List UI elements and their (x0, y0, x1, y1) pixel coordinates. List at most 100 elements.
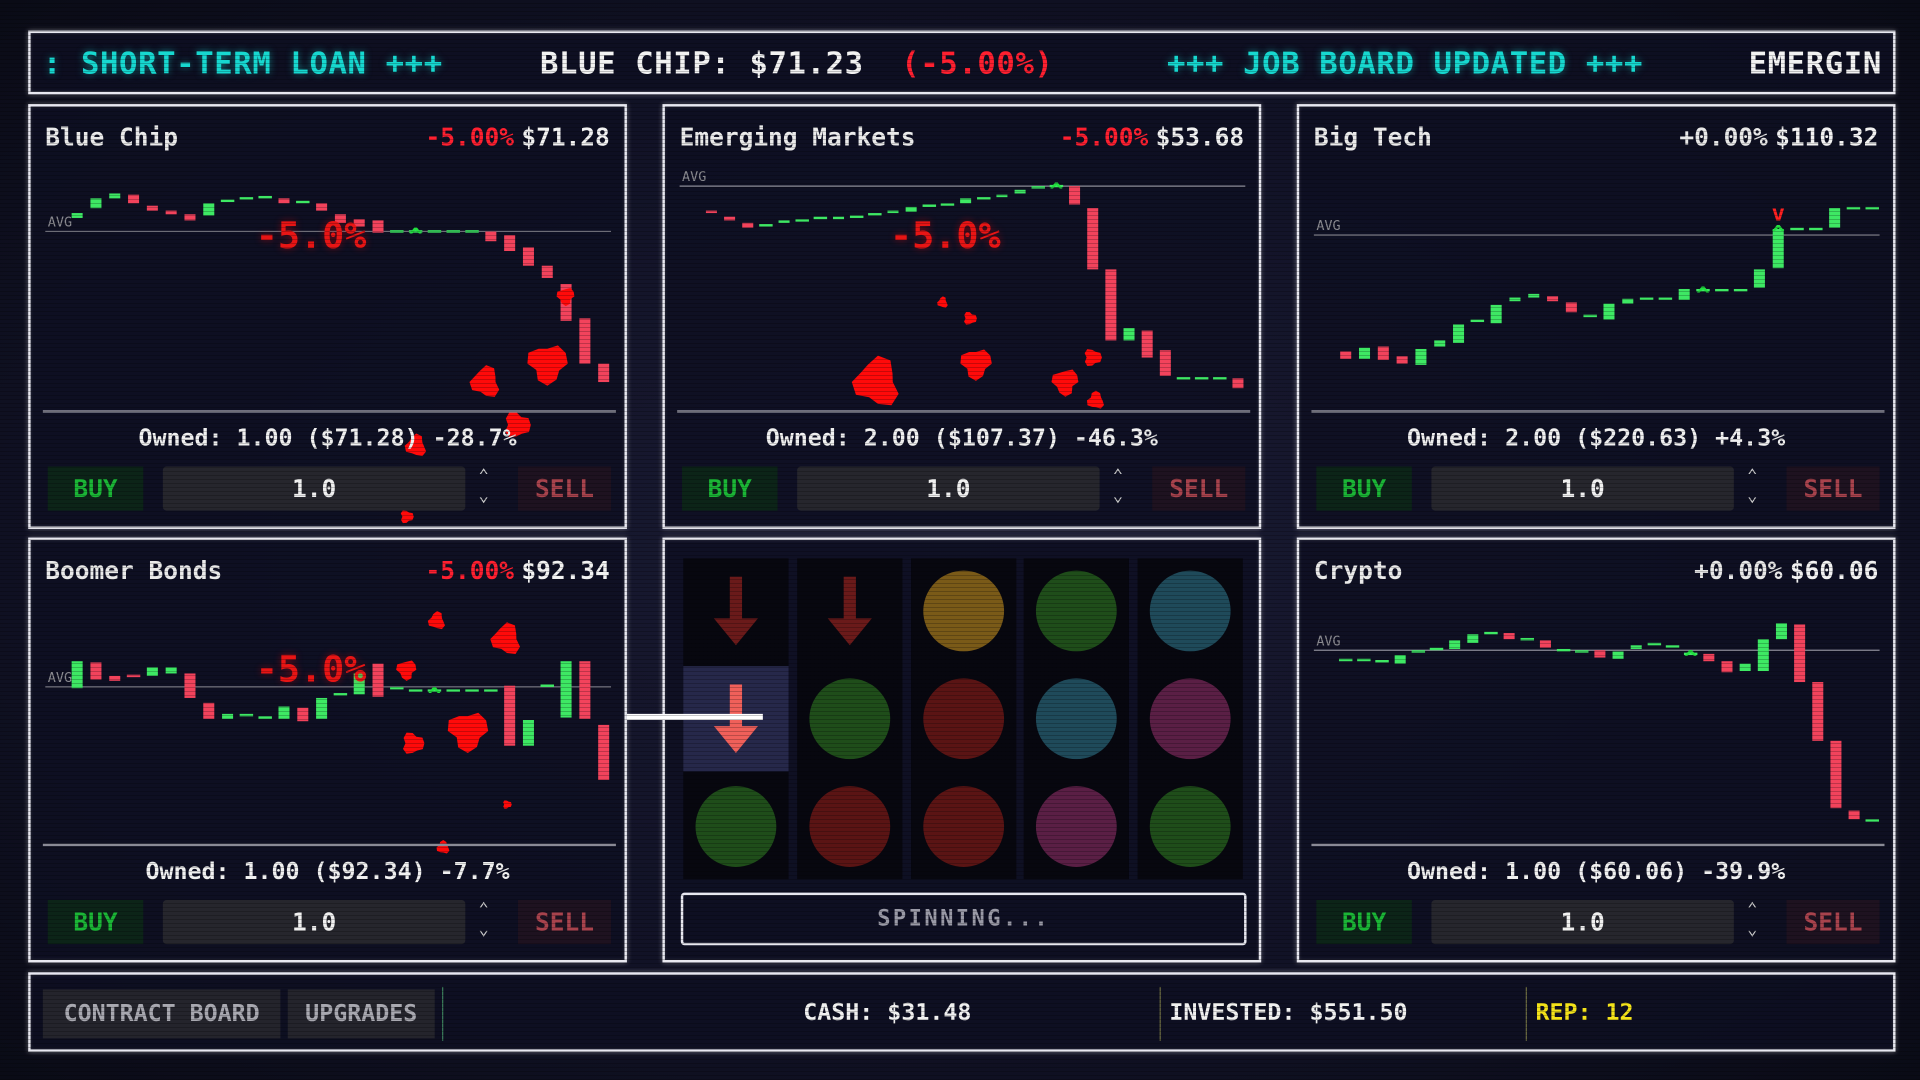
candle (1528, 293, 1540, 298)
candle (1683, 652, 1698, 656)
candle (1790, 227, 1804, 231)
quantity-stepper[interactable]: ⌃ ⌄ (471, 900, 495, 944)
avg-label: AVG (48, 216, 72, 231)
candle (334, 214, 346, 223)
candle (1415, 348, 1427, 365)
candle (1565, 302, 1577, 313)
red-particle (964, 312, 977, 325)
chart-divider (677, 410, 1251, 413)
sell-button[interactable]: SELL (1152, 466, 1246, 511)
candle (278, 706, 290, 719)
owned-summary: Owned: 2.00 ($107.37) -46.3% (765, 424, 1158, 452)
candle (1159, 350, 1171, 376)
stock-panel: Boomer Bonds -5.00% $92.34 AVG ^ Owned: 1.… (28, 537, 627, 963)
quantity-input[interactable]: 1.0 (162, 466, 466, 511)
sell-button[interactable]: SELL (517, 466, 612, 511)
candle (184, 673, 196, 698)
candle (1411, 650, 1426, 653)
candle (940, 203, 955, 206)
chevron-up-icon[interactable]: ⌃ (1112, 466, 1124, 487)
candle (868, 213, 882, 216)
stock-price: $60.06 (1789, 555, 1879, 586)
candle (408, 689, 423, 692)
chevron-down-icon[interactable]: ⌄ (1747, 919, 1758, 940)
red-particle (427, 611, 445, 630)
quantity-input[interactable]: 1.0 (1431, 466, 1734, 511)
candle (1639, 297, 1654, 301)
slot-cell (1138, 666, 1243, 771)
quantity-stepper[interactable]: ⌃ ⌄ (1740, 467, 1764, 511)
candle (1141, 330, 1153, 358)
chevron-up-icon[interactable]: ⌃ (478, 466, 489, 487)
price-change: -5.00% (425, 122, 514, 152)
owned-summary: Owned: 1.00 ($71.28) -28.7% (138, 424, 517, 452)
candle (484, 689, 498, 692)
stock-panel: Crypto +0.00% $60.06 AVG ^ Owned: 1.00 ($6… (1296, 537, 1896, 963)
red-coin-icon (922, 786, 1004, 867)
candle (1696, 288, 1710, 292)
chart-divider (42, 410, 616, 413)
chevron-up-icon[interactable]: ⌃ (478, 900, 489, 920)
chevron-down-icon[interactable]: ⌄ (478, 486, 489, 506)
candle (126, 674, 141, 678)
divider (1525, 986, 1527, 1041)
chevron-down-icon[interactable]: ⌄ (478, 919, 489, 940)
trade-marker: ^ (1050, 179, 1063, 204)
red-particle (404, 433, 427, 457)
candle (1069, 186, 1081, 205)
slot-reel (1137, 558, 1243, 880)
candle (1812, 682, 1824, 741)
ticker-item: BLUE CHIP: $71.23 (540, 45, 864, 81)
buy-button[interactable]: BUY (47, 900, 144, 945)
contract-board-button[interactable]: CONTRACT BOARD (42, 989, 281, 1039)
chevron-up-icon[interactable]: ⌃ (1747, 466, 1758, 487)
stock-price: $92.34 (521, 555, 610, 586)
candle (1467, 634, 1479, 643)
red-particle (937, 296, 948, 308)
quantity-input[interactable]: 1.0 (162, 900, 466, 945)
buy-button[interactable]: BUY (682, 466, 778, 511)
owned-summary: Owned: 2.00 ($220.63) +4.3% (1407, 424, 1786, 452)
slot-cell (683, 774, 788, 879)
candle (579, 661, 591, 719)
divider (1159, 986, 1161, 1041)
candle (316, 697, 328, 719)
quantity-stepper[interactable]: ⌃ ⌄ (1740, 900, 1764, 944)
candle (408, 230, 423, 233)
candle (1359, 347, 1371, 359)
sell-button[interactable]: SELL (1786, 466, 1880, 511)
quantity-input[interactable]: 1.0 (797, 466, 1100, 511)
buy-button[interactable]: BUY (1316, 900, 1412, 945)
candle (504, 685, 516, 746)
sell-button[interactable]: SELL (1786, 900, 1880, 945)
candle (560, 661, 572, 718)
quantity-stepper[interactable]: ⌃ ⌄ (471, 467, 495, 511)
candle (504, 235, 516, 252)
spin-button[interactable]: SPINNING... (680, 892, 1247, 946)
slot-reel (796, 558, 903, 880)
sell-button[interactable]: SELL (517, 900, 612, 945)
candle (71, 661, 83, 689)
candle (1539, 640, 1551, 648)
slot-cell (1138, 774, 1243, 879)
candle (203, 203, 215, 216)
chevron-down-icon[interactable]: ⌄ (1747, 486, 1758, 506)
candle (90, 662, 102, 680)
red-coin-icon (809, 786, 890, 867)
candle (1338, 658, 1353, 662)
candle (1509, 297, 1521, 302)
candle (1594, 650, 1606, 658)
quantity-stepper[interactable]: ⌃ ⌄ (1106, 467, 1130, 511)
change-popup: -5.0% (255, 214, 367, 258)
quantity-input[interactable]: 1.0 (1431, 900, 1734, 945)
buy-button[interactable]: BUY (47, 466, 144, 511)
chevron-up-icon[interactable]: ⌃ (1747, 900, 1758, 920)
stock-panel: Emerging Markets -5.00% $53.68 AVG ^ Owned… (662, 104, 1262, 529)
buy-button[interactable]: BUY (1316, 466, 1412, 511)
upgrades-button[interactable]: UPGRADES (287, 989, 435, 1039)
candle (239, 713, 254, 717)
candle (742, 222, 754, 228)
chevron-down-icon[interactable]: ⌄ (1112, 486, 1124, 506)
candle (724, 216, 736, 221)
